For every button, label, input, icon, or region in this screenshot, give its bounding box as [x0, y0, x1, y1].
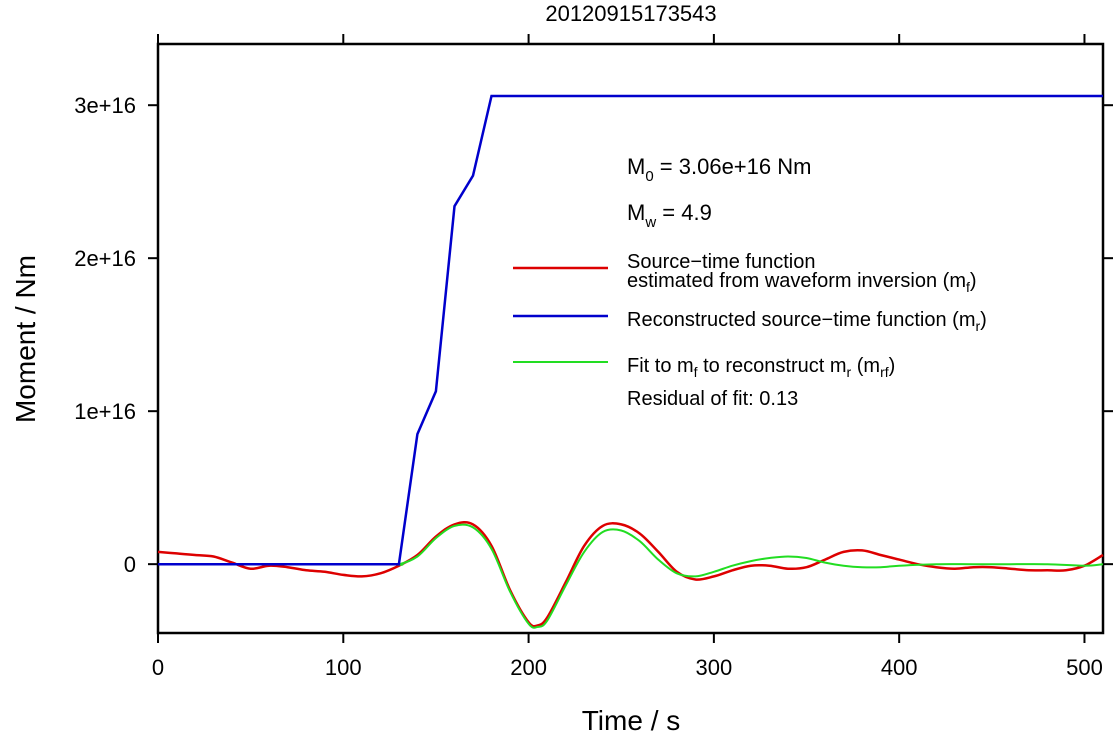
series-line-mf [157, 521, 1104, 628]
legend-label-mf-line2: estimated from waveform inversion (mf) [627, 270, 977, 295]
x-axis-ticks: 0 100 200 300 400 500 [152, 34, 1103, 680]
series-line-mr [158, 94, 1103, 566]
series-layer [157, 94, 1104, 629]
legend-label-mrf: Fit to mf to reconstruct mr (mrf) [627, 355, 895, 380]
residual-annotation: Residual of fit: 0.13 [627, 388, 798, 410]
legend-label-mf-line1: Source−time function [627, 251, 815, 273]
x-tick-label: 500 [1066, 655, 1103, 680]
y-tick-label: 0 [124, 552, 136, 577]
y-tick-label: 1e+16 [74, 399, 136, 424]
x-tick-label: 100 [325, 655, 362, 680]
y-tick-label: 2e+16 [74, 246, 136, 271]
mw-annotation: Mw = 4.9 [627, 200, 712, 231]
series-line-mrf [158, 523, 1104, 629]
plot-frame [156, 42, 1105, 635]
legend-label-mr: Reconstructed source−time function (mr) [627, 309, 987, 334]
x-tick-label: 200 [510, 655, 547, 680]
x-axis-title: Time / s [582, 705, 681, 734]
chart-title: 20120915173543 [545, 1, 716, 26]
y-axis-title: Moment / Nm [10, 255, 41, 423]
x-tick-label: 400 [881, 655, 918, 680]
y-tick-label: 3e+16 [74, 93, 136, 118]
m0-annotation: M0 = 3.06e+16 Nm [627, 154, 811, 185]
y-axis-ticks: 0 1e+16 2e+16 3e+16 [74, 93, 1113, 577]
legend: Source−time function estimated from wave… [513, 251, 987, 410]
x-tick-label: 300 [696, 655, 733, 680]
x-tick-label: 0 [152, 655, 164, 680]
